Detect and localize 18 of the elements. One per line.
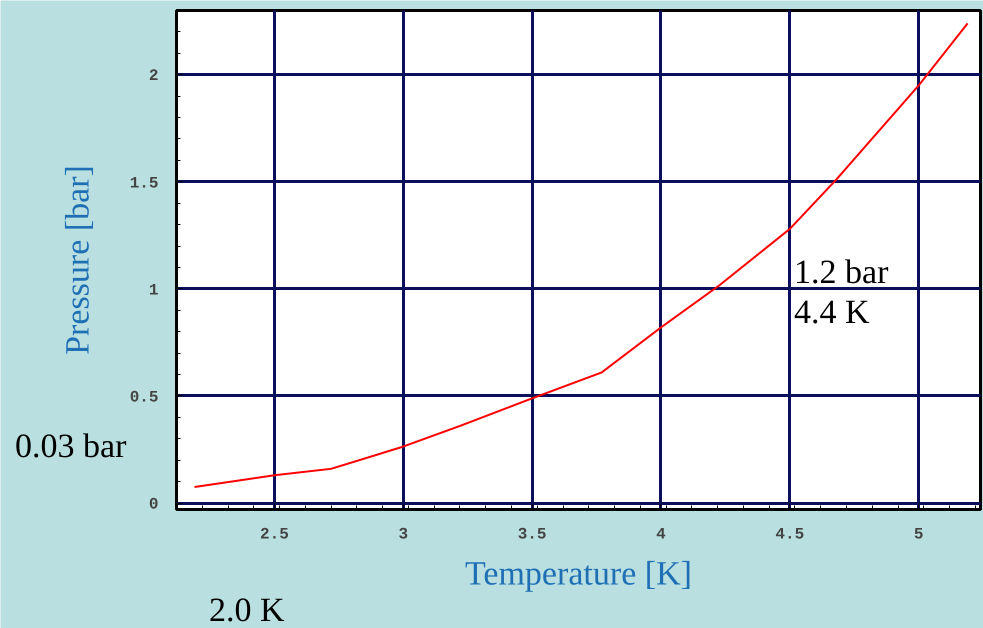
x-tick-label: 2.5 <box>260 526 289 544</box>
x-axis-title: Temperature [K] <box>465 556 692 592</box>
y-tick-label: 0.5 <box>130 388 159 406</box>
annotation: 1.2 bar <box>794 254 890 292</box>
text: 0.03 bar <box>15 428 126 465</box>
y-axis-title: Pressure [bar] <box>60 165 97 355</box>
annotation: 4.4 K <box>794 294 870 332</box>
x-tick-label: 4 <box>656 526 666 544</box>
x-tick-label: 3.5 <box>518 526 547 544</box>
y-tick-label: 2 <box>148 67 159 86</box>
y-tick-label: 1 <box>148 281 159 300</box>
line-series <box>194 22 969 488</box>
x-tick-label: 5 <box>914 526 924 544</box>
x-tick-label: 4.5 <box>775 526 804 544</box>
text: 2.0 K <box>209 592 285 628</box>
y-tick-label: 1.5 <box>130 174 159 192</box>
x-tick-label: 3 <box>398 526 408 544</box>
y-tick-label: 0 <box>148 496 159 514</box>
